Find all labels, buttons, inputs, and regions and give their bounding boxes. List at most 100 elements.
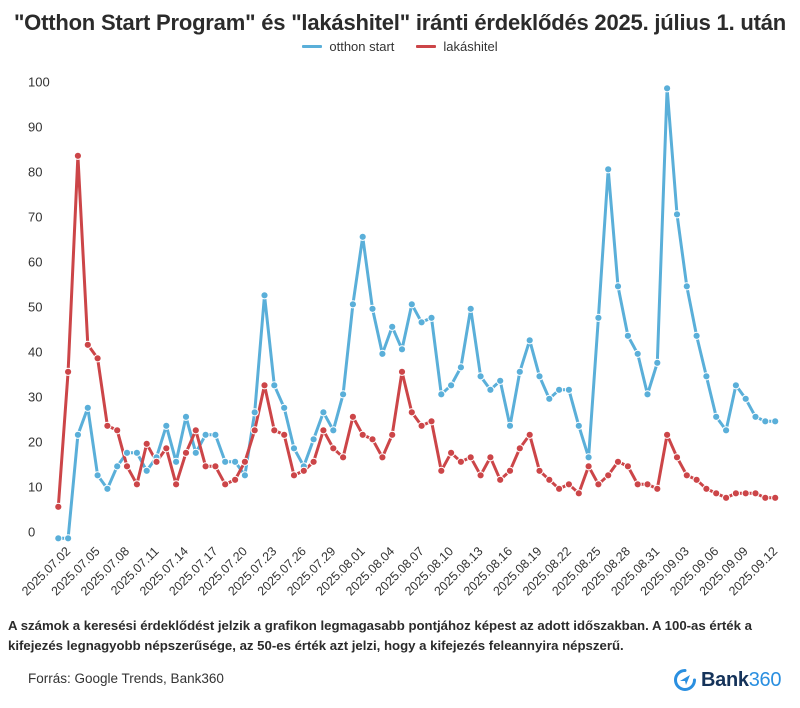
data-point-lakashitel[interactable] <box>535 466 544 475</box>
data-point-lakashitel[interactable] <box>584 462 593 471</box>
data-point-otthon-start[interactable] <box>555 385 564 394</box>
data-point-otthon-start[interactable] <box>250 408 259 417</box>
data-point-lakashitel[interactable] <box>692 475 701 484</box>
data-point-lakashitel[interactable] <box>476 471 485 480</box>
data-point-otthon-start[interactable] <box>407 300 416 309</box>
data-point-lakashitel[interactable] <box>496 475 505 484</box>
data-point-lakashitel[interactable] <box>270 426 279 435</box>
data-point-lakashitel[interactable] <box>486 453 495 462</box>
data-point-otthon-start[interactable] <box>103 484 112 493</box>
data-point-lakashitel[interactable] <box>466 453 475 462</box>
data-point-lakashitel[interactable] <box>417 421 426 430</box>
data-point-lakashitel[interactable] <box>250 426 259 435</box>
data-point-otthon-start[interactable] <box>427 313 436 322</box>
data-point-otthon-start[interactable] <box>663 84 672 93</box>
data-point-lakashitel[interactable] <box>339 453 348 462</box>
data-point-otthon-start[interactable] <box>54 534 63 543</box>
data-point-lakashitel[interactable] <box>643 480 652 489</box>
data-point-otthon-start[interactable] <box>535 372 544 381</box>
data-point-otthon-start[interactable] <box>545 394 554 403</box>
data-point-lakashitel[interactable] <box>260 381 269 390</box>
data-point-lakashitel[interactable] <box>83 340 92 349</box>
data-point-otthon-start[interactable] <box>623 331 633 340</box>
data-point-lakashitel[interactable] <box>623 462 633 471</box>
data-point-otthon-start[interactable] <box>211 430 220 439</box>
data-point-lakashitel[interactable] <box>211 462 220 471</box>
data-point-otthon-start[interactable] <box>456 363 465 372</box>
data-point-otthon-start[interactable] <box>270 381 279 390</box>
data-point-otthon-start[interactable] <box>771 417 780 426</box>
data-point-otthon-start[interactable] <box>181 412 191 421</box>
data-point-otthon-start[interactable] <box>132 448 141 457</box>
data-point-otthon-start[interactable] <box>289 444 299 453</box>
data-point-lakashitel[interactable] <box>741 489 750 498</box>
data-point-otthon-start[interactable] <box>613 282 623 291</box>
data-point-otthon-start[interactable] <box>751 412 760 421</box>
data-point-otthon-start[interactable] <box>83 403 92 412</box>
data-point-lakashitel[interactable] <box>594 480 603 489</box>
data-point-lakashitel[interactable] <box>712 489 721 498</box>
data-point-otthon-start[interactable] <box>329 426 338 435</box>
data-point-lakashitel[interactable] <box>181 448 191 457</box>
data-point-otthon-start[interactable] <box>672 210 682 219</box>
data-point-otthon-start[interactable] <box>643 390 652 399</box>
data-point-lakashitel[interactable] <box>319 426 328 435</box>
data-point-otthon-start[interactable] <box>633 349 642 358</box>
data-point-lakashitel[interactable] <box>299 466 308 475</box>
data-point-otthon-start[interactable] <box>476 372 485 381</box>
data-point-otthon-start[interactable] <box>191 448 200 457</box>
data-point-otthon-start[interactable] <box>515 367 524 376</box>
data-point-otthon-start[interactable] <box>339 390 348 399</box>
data-point-lakashitel[interactable] <box>231 475 240 484</box>
data-point-otthon-start[interactable] <box>692 331 701 340</box>
data-point-otthon-start[interactable] <box>584 453 593 462</box>
data-point-lakashitel[interactable] <box>505 466 515 475</box>
data-point-otthon-start[interactable] <box>93 471 102 480</box>
data-point-otthon-start[interactable] <box>437 390 446 399</box>
data-point-lakashitel[interactable] <box>663 430 672 439</box>
data-point-otthon-start[interactable] <box>594 313 603 322</box>
data-point-otthon-start[interactable] <box>722 426 731 435</box>
data-point-lakashitel[interactable] <box>358 430 367 439</box>
data-point-lakashitel[interactable] <box>653 484 662 493</box>
data-point-otthon-start[interactable] <box>505 421 515 430</box>
data-point-otthon-start[interactable] <box>240 471 249 480</box>
data-point-lakashitel[interactable] <box>280 430 289 439</box>
data-point-lakashitel[interactable] <box>702 484 711 493</box>
data-point-otthon-start[interactable] <box>221 457 230 466</box>
data-point-lakashitel[interactable] <box>722 493 731 502</box>
data-point-lakashitel[interactable] <box>93 354 102 363</box>
data-point-lakashitel[interactable] <box>525 430 534 439</box>
data-point-lakashitel[interactable] <box>378 453 387 462</box>
data-point-lakashitel[interactable] <box>672 453 682 462</box>
data-point-otthon-start[interactable] <box>319 408 328 417</box>
data-point-otthon-start[interactable] <box>712 412 721 421</box>
data-point-lakashitel[interactable] <box>555 484 564 493</box>
data-point-otthon-start[interactable] <box>653 358 662 367</box>
data-point-otthon-start[interactable] <box>564 385 574 394</box>
data-point-otthon-start[interactable] <box>604 165 613 174</box>
data-point-lakashitel[interactable] <box>73 151 83 160</box>
data-point-otthon-start[interactable] <box>496 376 505 385</box>
data-point-lakashitel[interactable] <box>397 367 407 376</box>
data-point-lakashitel[interactable] <box>613 457 623 466</box>
data-point-lakashitel[interactable] <box>515 444 524 453</box>
data-point-otthon-start[interactable] <box>447 381 456 390</box>
data-point-lakashitel[interactable] <box>221 480 230 489</box>
data-point-lakashitel[interactable] <box>142 439 151 448</box>
data-point-lakashitel[interactable] <box>545 475 554 484</box>
data-point-otthon-start[interactable] <box>260 291 269 300</box>
data-point-lakashitel[interactable] <box>122 462 132 471</box>
data-point-lakashitel[interactable] <box>682 471 691 480</box>
data-point-otthon-start[interactable] <box>388 322 397 331</box>
data-point-lakashitel[interactable] <box>329 444 338 453</box>
legend-item-otthon-start[interactable]: otthon start <box>302 39 394 54</box>
data-point-lakashitel[interactable] <box>751 489 760 498</box>
data-point-otthon-start[interactable] <box>731 381 741 390</box>
data-point-lakashitel[interactable] <box>771 493 780 502</box>
data-point-lakashitel[interactable] <box>348 412 357 421</box>
data-point-lakashitel[interactable] <box>162 444 171 453</box>
data-point-otthon-start[interactable] <box>417 318 426 327</box>
data-point-lakashitel[interactable] <box>427 417 436 426</box>
data-point-lakashitel[interactable] <box>113 426 122 435</box>
